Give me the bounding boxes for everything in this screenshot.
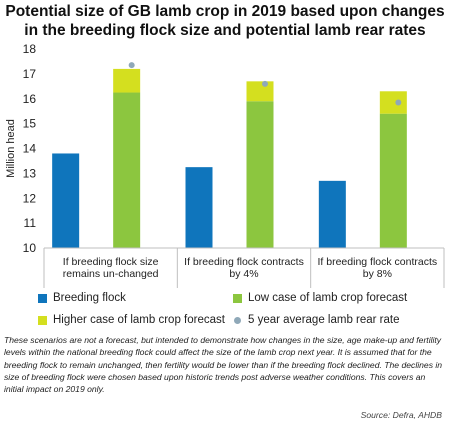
legend-item-breeding-flock: Breeding flock <box>38 292 126 304</box>
x-category-label: by 8% <box>363 268 392 280</box>
source-credit: Source: Defra, AHDB <box>360 410 442 420</box>
scenario-note: These scenarios are not a forecast, but … <box>4 335 443 395</box>
y-tick-label: 13 <box>23 166 37 180</box>
bar-higher-case <box>379 91 407 114</box>
legend-item-rear-rate: 5 year average lamb rear rate <box>233 314 400 326</box>
y-tick-label: 15 <box>23 117 37 131</box>
marker-rear-rate <box>128 62 135 69</box>
bar-chart: 10 11 12 13 14 15 16 17 18 Million head If breedin… <box>5 42 445 288</box>
legend-item-higher-case: Higher case of lamb crop forecast <box>38 314 225 326</box>
bar-low-case <box>113 92 141 248</box>
y-tick-label: 17 <box>23 67 37 81</box>
y-tick-label: 18 <box>23 42 37 56</box>
x-category-label: remains un-changed <box>63 268 159 280</box>
chart-title: Potential size of GB lamb crop in 2019 b… <box>0 2 450 40</box>
x-category-label: If breeding flock contracts <box>318 256 438 268</box>
marker-rear-rate <box>395 99 402 106</box>
legend-label: Low case of lamb crop forecast <box>248 292 408 304</box>
bar-low-case <box>246 101 274 248</box>
legend-label: Higher case of lamb crop forecast <box>53 314 225 326</box>
x-category-label: If breeding flock contracts <box>184 256 304 268</box>
x-category-label: If breeding flock size <box>63 256 159 268</box>
y-tick-label: 12 <box>23 191 37 205</box>
legend-swatch <box>233 293 242 303</box>
y-tick-label: 14 <box>23 142 37 156</box>
bar-breeding-flock <box>52 153 80 248</box>
legend-swatch <box>38 315 47 325</box>
bar-higher-case <box>113 68 141 93</box>
bar-breeding-flock <box>185 167 213 248</box>
legend-swatch <box>38 293 47 303</box>
y-tick-label: 10 <box>23 241 37 255</box>
legend-item-low-case: Low case of lamb crop forecast <box>233 292 407 304</box>
legend-marker <box>234 316 241 324</box>
bar-higher-case <box>246 81 274 102</box>
bar-low-case <box>379 113 407 248</box>
chart-title-line-1: Potential size of GB lamb crop in 2019 b… <box>5 3 445 20</box>
y-tick-label: 16 <box>23 92 37 106</box>
y-axis-label: Million head <box>5 119 17 178</box>
bar-breeding-flock <box>318 180 346 248</box>
y-tick-label: 11 <box>24 216 37 230</box>
chart-title-line-2: in the breeding flock size and potential… <box>24 22 426 39</box>
marker-rear-rate <box>262 80 268 87</box>
legend-label: 5 year average lamb rear rate <box>248 314 400 326</box>
legend-label: Breeding flock <box>53 292 126 304</box>
x-category-label: by 4% <box>229 268 258 280</box>
